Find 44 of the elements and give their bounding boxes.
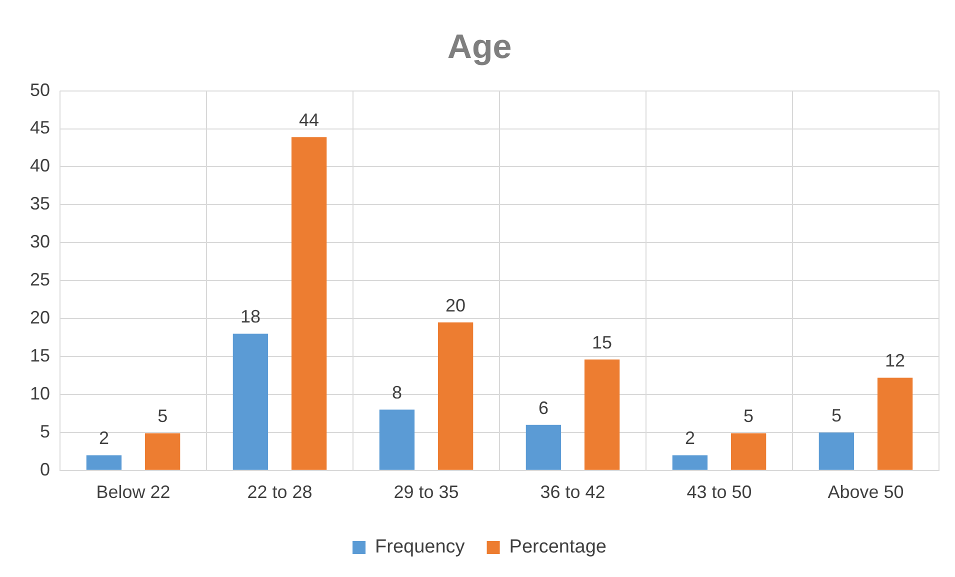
data-label: 8 <box>392 382 402 403</box>
x-tick-label: Below 22 <box>96 482 170 502</box>
y-tick-label: 50 <box>30 80 50 100</box>
bar <box>438 322 474 470</box>
y-tick-label: 35 <box>30 194 50 214</box>
bar <box>584 360 620 470</box>
x-tick-label: Above 50 <box>828 482 904 502</box>
y-tick-label: 5 <box>40 421 50 442</box>
bar <box>877 378 913 470</box>
data-label: 5 <box>744 406 754 426</box>
legend-label: Percentage <box>509 536 606 558</box>
data-label: 15 <box>592 332 612 353</box>
data-label: 6 <box>538 398 548 418</box>
bar <box>291 137 327 470</box>
bar <box>379 410 415 470</box>
bar <box>144 433 180 470</box>
bar <box>818 432 854 470</box>
chart-title: Age <box>447 28 512 66</box>
data-label: 18 <box>240 306 260 327</box>
data-label: 44 <box>299 110 320 130</box>
y-tick-label: 25 <box>30 270 50 290</box>
bar <box>232 334 268 470</box>
y-tick-label: 0 <box>40 459 50 480</box>
data-label: 2 <box>98 428 109 448</box>
data-label: 5 <box>831 405 842 426</box>
y-tick-label: 45 <box>30 118 50 138</box>
bar <box>86 455 122 470</box>
bar <box>526 424 562 470</box>
data-label: 12 <box>885 350 906 371</box>
legend-label: Frequency <box>375 536 466 558</box>
bar <box>730 433 766 470</box>
bar <box>672 455 708 470</box>
y-tick-label: 40 <box>30 156 50 176</box>
y-tick-label: 20 <box>30 308 50 328</box>
data-label: 5 <box>158 406 168 426</box>
x-tick-label: 29 to 35 <box>394 482 459 502</box>
x-tick-label: 22 to 28 <box>247 482 312 502</box>
y-tick-label: 15 <box>30 345 50 366</box>
data-label: 20 <box>446 295 466 316</box>
data-label: 2 <box>684 428 695 448</box>
x-tick-label: 36 to 42 <box>540 482 606 502</box>
x-tick-label: 43 to 50 <box>686 482 752 502</box>
y-tick-label: 10 <box>30 383 50 404</box>
y-tick-label: 30 <box>30 232 50 252</box>
